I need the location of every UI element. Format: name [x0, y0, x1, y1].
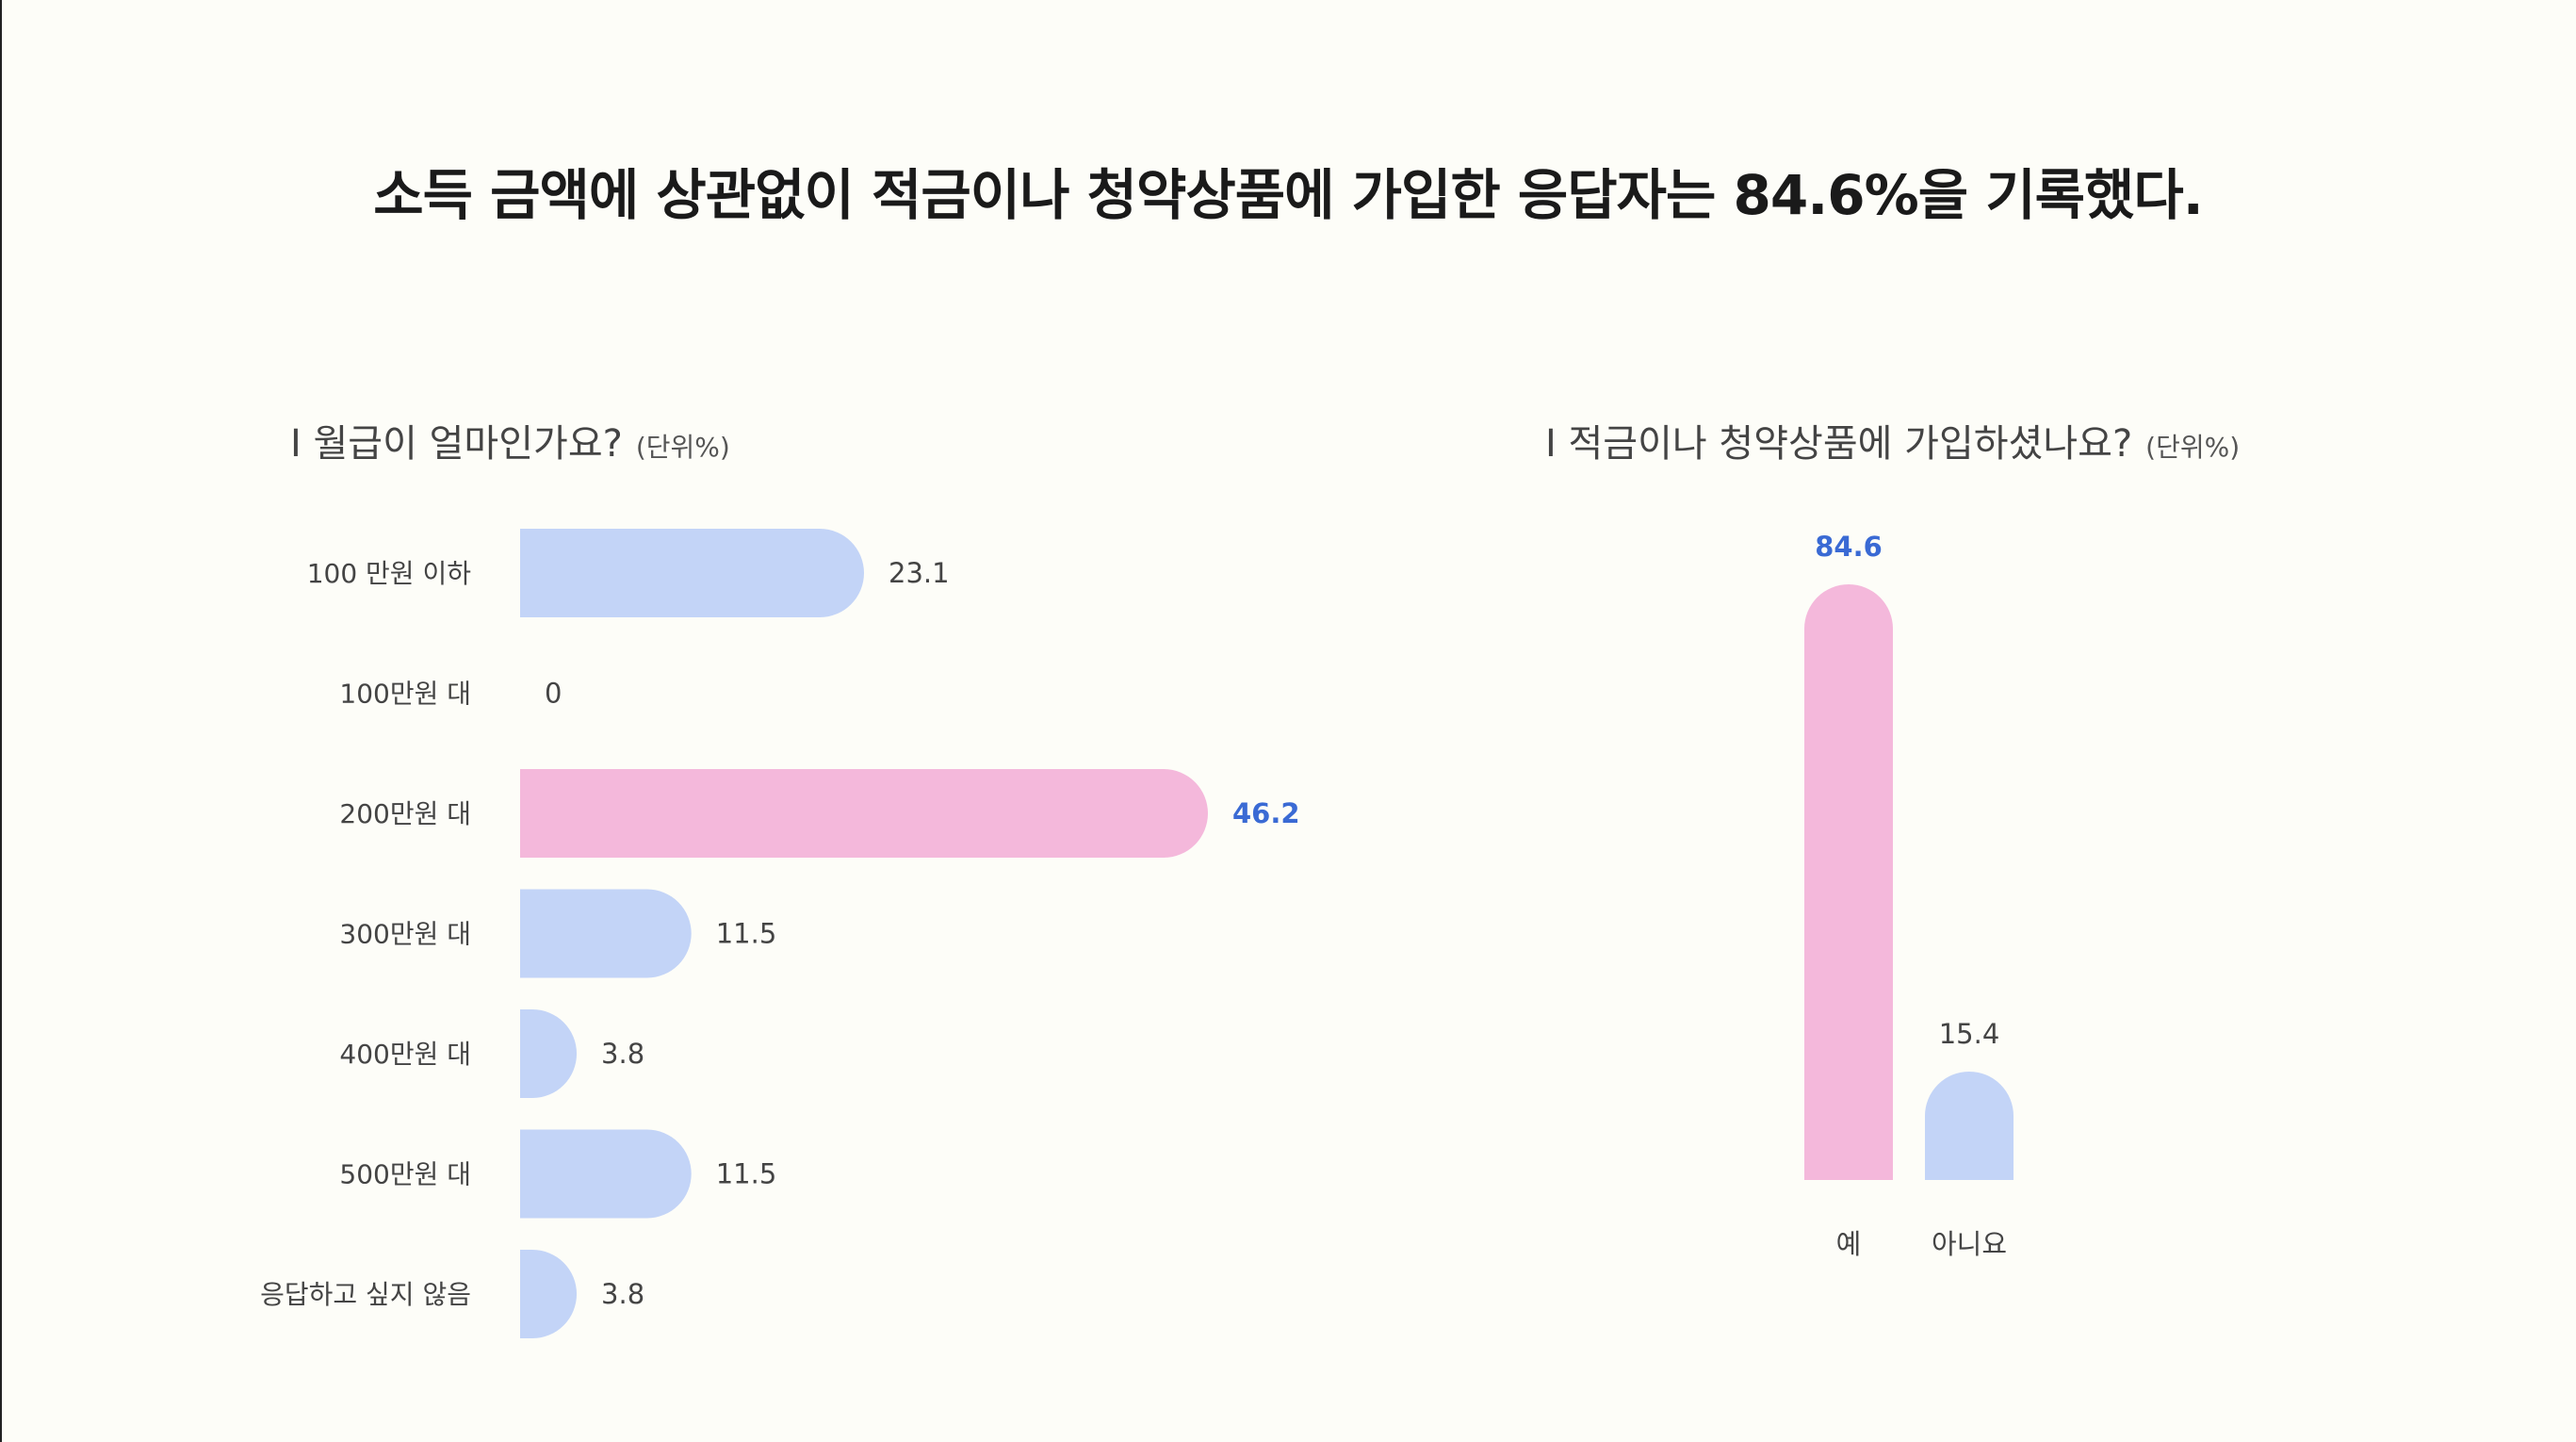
- category-label-1: 100만원 대: [339, 679, 471, 710]
- bar-1: [1925, 1071, 2014, 1180]
- bar-4: [520, 1009, 578, 1098]
- value-label-3: 11.5: [716, 918, 777, 950]
- value-label-0: 84.6: [1815, 531, 1883, 563]
- headline: 소득 금액에 상관없이 적금이나 청약상품에 가입한 응답자는 84.6%을 기…: [373, 163, 2204, 227]
- value-label-1: 0: [545, 678, 562, 710]
- category-label-3: 300만원 대: [339, 919, 471, 950]
- bar-5: [520, 1129, 692, 1219]
- bar-0: [1804, 584, 1893, 1180]
- salary-chart-title: I 월급이 얼마인가요? (단위%): [290, 413, 730, 467]
- category-label-1: 아니요: [1932, 1228, 2007, 1260]
- savings-chart-title: I 적금이나 청약상품에 가입하셨나요? (단위%): [1545, 413, 2240, 467]
- value-label-5: 11.5: [716, 1158, 777, 1190]
- value-label-0: 23.1: [889, 557, 950, 589]
- bar-0: [520, 529, 864, 617]
- savings-chart-title-text: I 적금이나 청약상품에 가입하셨나요?: [1545, 422, 2133, 466]
- category-label-4: 400만원 대: [339, 1039, 471, 1070]
- category-label-0: 예: [1836, 1228, 1862, 1260]
- savings-chart-unit: (단위%): [2145, 432, 2241, 463]
- value-label-4: 3.8: [601, 1038, 644, 1070]
- bar-6: [520, 1250, 578, 1338]
- category-label-6: 응답하고 싶지 않음: [260, 1279, 471, 1310]
- value-label-6: 3.8: [601, 1278, 644, 1310]
- category-label-2: 200만원 대: [339, 798, 471, 829]
- category-label-5: 500만원 대: [339, 1159, 471, 1190]
- bar-3: [520, 889, 692, 978]
- bar-2: [520, 769, 1208, 858]
- value-label-2: 46.2: [1232, 797, 1300, 829]
- value-label-1: 15.4: [1939, 1018, 2000, 1050]
- category-label-0: 100 만원 이하: [307, 558, 471, 589]
- salary-chart-unit: (단위%): [635, 432, 730, 463]
- salary-chart-title-text: I 월급이 얼마인가요?: [290, 422, 623, 466]
